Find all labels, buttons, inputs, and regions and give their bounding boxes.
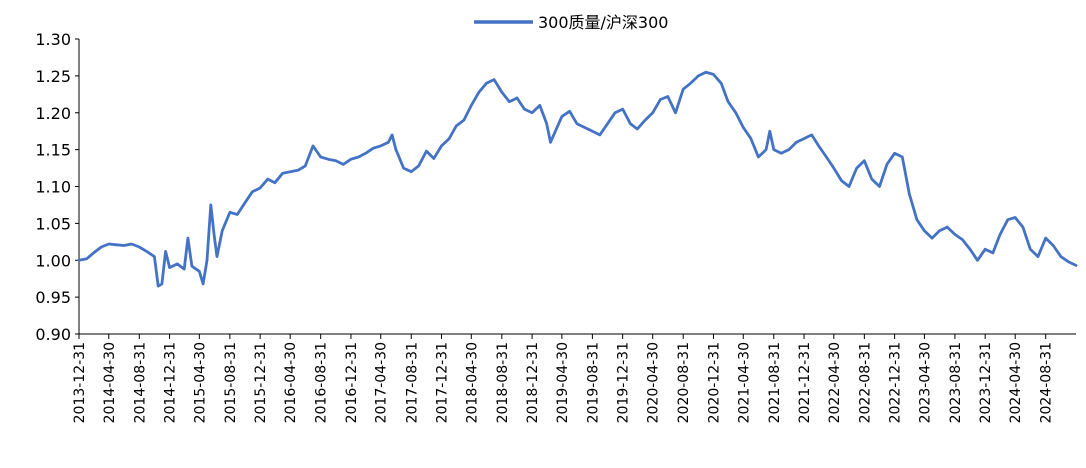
x-tick-label: 2024-04-30 — [1008, 342, 1024, 423]
y-tick-label: 1.10 — [35, 178, 71, 197]
y-tick-label: 1.00 — [35, 251, 71, 270]
x-tick-label: 2015-12-31 — [253, 342, 269, 423]
y-tick-label: 1.25 — [35, 67, 71, 86]
x-tick-label: 2019-12-31 — [616, 342, 632, 423]
x-tick-label: 2014-04-30 — [102, 342, 118, 423]
x-tick-label: 2013-12-31 — [72, 342, 88, 423]
x-tick-label: 2020-12-31 — [706, 342, 722, 423]
x-tick-label: 2014-12-31 — [163, 342, 179, 423]
x-tick-label: 2016-08-31 — [314, 342, 330, 423]
x-tick-label: 2019-04-30 — [555, 342, 571, 423]
x-ticks: 2013-12-31 2014-04-30 2014-08-31 2014-12-31… — [72, 334, 1055, 423]
x-tick-label: 2021-08-31 — [767, 342, 783, 423]
y-tick-label: 1.30 — [35, 30, 71, 49]
x-tick-label: 2023-08-31 — [948, 342, 964, 423]
x-tick-label: 2018-04-30 — [464, 342, 480, 423]
x-tick-label: 2017-04-30 — [374, 342, 390, 423]
legend: 300质量/沪深300 — [474, 13, 668, 32]
x-tick-label: 2016-12-31 — [344, 342, 360, 423]
x-tick-label: 2023-04-30 — [917, 342, 933, 423]
x-tick-label: 2018-08-31 — [495, 342, 511, 423]
x-tick-label: 2020-08-31 — [676, 342, 692, 423]
x-tick-label: 2018-12-31 — [525, 342, 541, 423]
y-tick-label: 1.15 — [35, 141, 71, 160]
y-tick-label: 0.95 — [35, 288, 71, 307]
series-line — [77, 70, 1078, 288]
x-tick-label: 2016-04-30 — [283, 342, 299, 423]
x-tick-label: 2017-08-31 — [404, 342, 420, 423]
y-tick-label: 1.20 — [35, 104, 71, 123]
x-tick-label: 2015-08-31 — [223, 342, 239, 423]
x-tick-label: 2023-12-31 — [978, 342, 994, 423]
x-tick-label: 2022-08-31 — [857, 342, 873, 423]
x-tick-label: 2022-12-31 — [888, 342, 904, 423]
x-tick-label: 2017-12-31 — [435, 342, 451, 423]
x-tick-label: 2021-12-31 — [797, 342, 813, 423]
x-tick-label: 2022-04-30 — [827, 342, 843, 423]
legend-label: 300质量/沪深300 — [538, 13, 668, 32]
y-tick-label: 0.90 — [35, 325, 71, 344]
y-ticks: 0.90 0.95 1.00 1.05 1.10 1.15 1.20 1.25 1.30 — [35, 30, 79, 344]
x-tick-label: 2020-04-30 — [646, 342, 662, 423]
x-tick-label: 2024-08-31 — [1039, 342, 1055, 423]
x-tick-label: 2015-04-30 — [192, 342, 208, 423]
x-tick-label: 2019-08-31 — [585, 342, 601, 423]
y-tick-label: 1.05 — [35, 214, 71, 233]
x-tick-label: 2021-04-30 — [736, 342, 752, 423]
x-tick-label: 2014-08-31 — [132, 342, 148, 423]
